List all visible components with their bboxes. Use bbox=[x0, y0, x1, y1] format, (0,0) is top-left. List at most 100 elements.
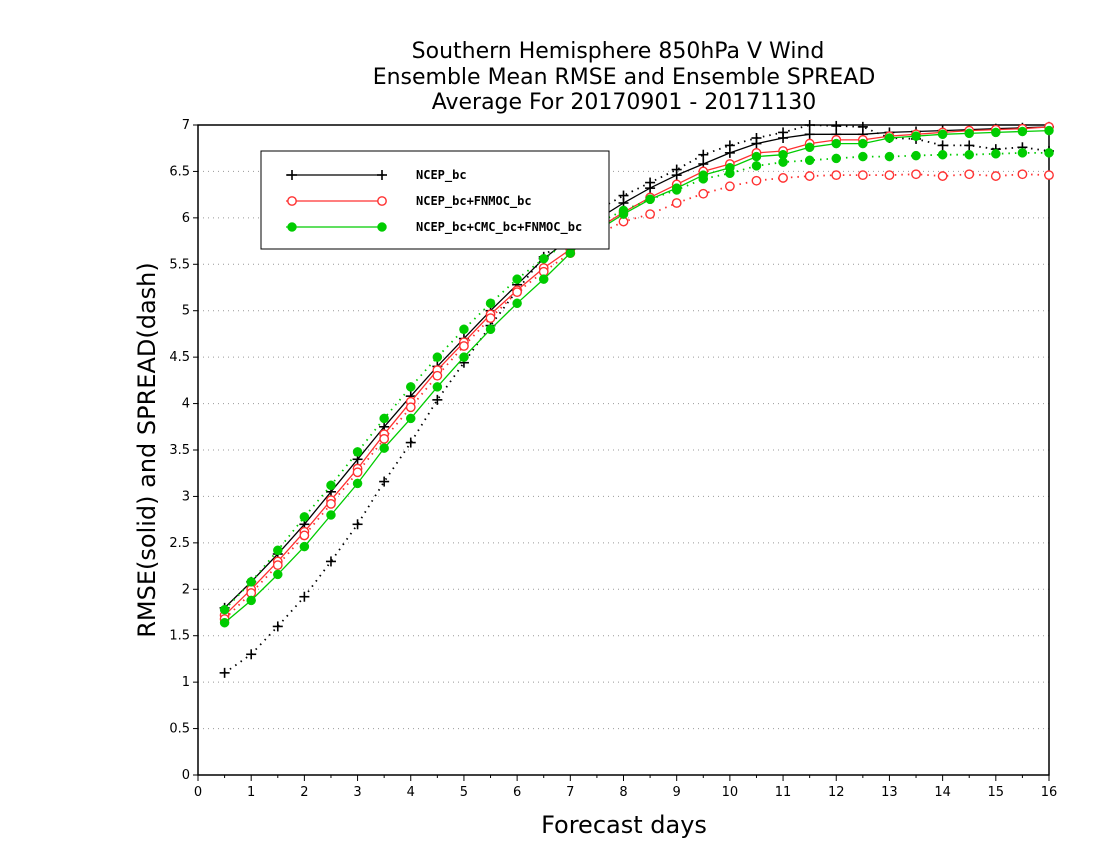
series-2-spread-point-2 bbox=[273, 545, 283, 556]
series-2-spread-point-5 bbox=[352, 447, 363, 457]
series-2-rmse-point-23 bbox=[831, 138, 841, 149]
series-0-spread-point-16 bbox=[645, 177, 656, 188]
x-tick-label-8: 8 bbox=[619, 785, 627, 800]
series-1-spread-point-26 bbox=[911, 169, 921, 180]
x-tick-label-0: 0 bbox=[194, 785, 202, 800]
y-tick-label-13: 6.5 bbox=[169, 164, 190, 179]
series-2-spread-point-9 bbox=[459, 324, 469, 335]
series-0-spread-point-23 bbox=[831, 120, 842, 131]
legend: NCEP_bc NCEP_bc+FNMOC_bc NCEP_bc+CMC_bc+FN… bbox=[260, 150, 610, 250]
legend-marker-end-0 bbox=[377, 170, 387, 180]
y-tick-label-5: 2.5 bbox=[169, 536, 190, 551]
series-2-spread-point-7 bbox=[406, 382, 416, 392]
legend-marker-start-1 bbox=[287, 196, 297, 206]
series-1-spread-point-19 bbox=[724, 181, 735, 192]
series-0-spread-point-5 bbox=[352, 519, 363, 530]
x-tick-label-12: 12 bbox=[828, 785, 845, 800]
series-0-spread-point-24 bbox=[857, 121, 868, 132]
series-2-spread-point-26 bbox=[911, 150, 921, 161]
series-1-spread-point-20 bbox=[751, 175, 762, 186]
y-tick-label-10: 5 bbox=[182, 304, 190, 319]
x-tick-label-4: 4 bbox=[407, 785, 415, 800]
series-0-spread-point-3 bbox=[299, 591, 310, 602]
x-axis-label: Forecast days bbox=[541, 811, 707, 839]
series-2-spread-point-30 bbox=[1017, 148, 1028, 158]
series-1-spread-point-17 bbox=[671, 198, 682, 208]
series-0-rmse-point-22 bbox=[804, 129, 815, 140]
series-2-rmse-point-28 bbox=[964, 128, 974, 139]
title-line-2: Ensemble Mean RMSE and Ensemble SPREAD bbox=[373, 65, 876, 90]
x-tick-label-7: 7 bbox=[566, 785, 574, 800]
legend-box bbox=[260, 150, 610, 250]
series-2-rmse-point-25 bbox=[884, 133, 895, 143]
series-2-rmse-point-0 bbox=[219, 617, 230, 628]
legend-marker-end-1 bbox=[377, 196, 387, 206]
series-1-spread-point-5 bbox=[352, 467, 363, 478]
series-1-spread-point-7 bbox=[405, 402, 416, 413]
series-2-spread-point-1 bbox=[246, 577, 256, 587]
series-2-rmse-point-4 bbox=[326, 510, 336, 520]
series-2-rmse-point-12 bbox=[538, 274, 549, 284]
series-2-rmse-point-24 bbox=[858, 138, 868, 149]
series-0-spread-point-1 bbox=[246, 649, 257, 660]
series-1-spread-point-8 bbox=[432, 370, 443, 381]
series-1-spread-point-24 bbox=[857, 170, 868, 181]
series-2-rmse-point-10 bbox=[485, 324, 496, 335]
series-1-spread-point-27 bbox=[937, 171, 948, 181]
series-0-spread-point-7 bbox=[405, 437, 416, 448]
series-2-spread-point-6 bbox=[379, 413, 389, 424]
series-1-spread-point-29 bbox=[990, 171, 1001, 181]
series-2-rmse-point-20 bbox=[751, 151, 762, 162]
series-2-spread-point-23 bbox=[831, 153, 841, 164]
series-2-spread-point-19 bbox=[725, 168, 735, 179]
y-tick-label-2: 1 bbox=[182, 675, 190, 690]
series-2-rmse-point-5 bbox=[352, 478, 363, 489]
series-0-spread-point-28 bbox=[964, 140, 975, 151]
y-tick-label-1: 0.5 bbox=[169, 722, 190, 737]
x-tick-label-15: 15 bbox=[988, 785, 1005, 800]
y-tick-label-9: 4.5 bbox=[169, 350, 190, 365]
y-tick-label-14: 7 bbox=[182, 118, 190, 133]
series-1-spread-point-11 bbox=[512, 287, 523, 298]
legend-marker-end-2 bbox=[377, 222, 387, 232]
series-0-spread-point-22 bbox=[804, 120, 815, 130]
series-0-spread-point-20 bbox=[751, 133, 762, 143]
y-tick-label-0: 0 bbox=[182, 768, 190, 783]
series-2-spread-point-11 bbox=[512, 274, 522, 284]
y-axis-label: RMSE(solid) and SPREAD(dash) bbox=[133, 262, 161, 638]
series-2-rmse-point-30 bbox=[1017, 126, 1028, 137]
y-tick-label-8: 4 bbox=[182, 397, 190, 412]
series-2-spread-point-16 bbox=[645, 194, 655, 205]
series-2-rmse-point-6 bbox=[379, 443, 389, 453]
series-1-spread-point-10 bbox=[485, 313, 496, 324]
x-tick-label-6: 6 bbox=[513, 785, 521, 800]
title-line-1: Southern Hemisphere 850hPa V Wind bbox=[412, 39, 825, 64]
series-2-spread-point-27 bbox=[937, 149, 948, 160]
series-2-spread-point-31 bbox=[1044, 148, 1054, 158]
x-tick-label-2: 2 bbox=[300, 785, 308, 800]
x-tick-label-13: 13 bbox=[881, 785, 898, 800]
series-2-rmse-point-13 bbox=[565, 248, 576, 258]
series-2-rmse-point-3 bbox=[299, 541, 310, 552]
series-0-spread-point-0 bbox=[219, 667, 230, 678]
series-0-spread-point-6 bbox=[379, 476, 390, 487]
series-2-rmse-point-11 bbox=[512, 298, 522, 309]
series-2-spread-point-8 bbox=[432, 352, 443, 362]
chart-title: Southern Hemisphere 850hPa V Wind Ensemb… bbox=[373, 39, 876, 115]
series-2-rmse-point-9 bbox=[459, 352, 469, 362]
y-tick-label-12: 6 bbox=[182, 211, 190, 226]
series-2-rmse-point-1 bbox=[246, 595, 256, 606]
series-0-spread-point-17 bbox=[671, 164, 682, 175]
series-1-spread-point-30 bbox=[1017, 169, 1028, 180]
series-2-spread-point-22 bbox=[804, 155, 815, 166]
series-2-spread-point-12 bbox=[538, 253, 549, 264]
series-2-rmse-point-29 bbox=[991, 127, 1001, 138]
series-0-spread-point-15 bbox=[618, 190, 629, 201]
y-tick-label-11: 5.5 bbox=[169, 257, 190, 272]
series-0-spread-point-8 bbox=[432, 394, 443, 405]
y-tick-label-3: 1.5 bbox=[169, 629, 190, 644]
series-2-rmse-point-2 bbox=[273, 569, 283, 580]
series-1-spread-point-31 bbox=[1044, 170, 1054, 181]
series-0-spread-line bbox=[224, 124, 1050, 674]
